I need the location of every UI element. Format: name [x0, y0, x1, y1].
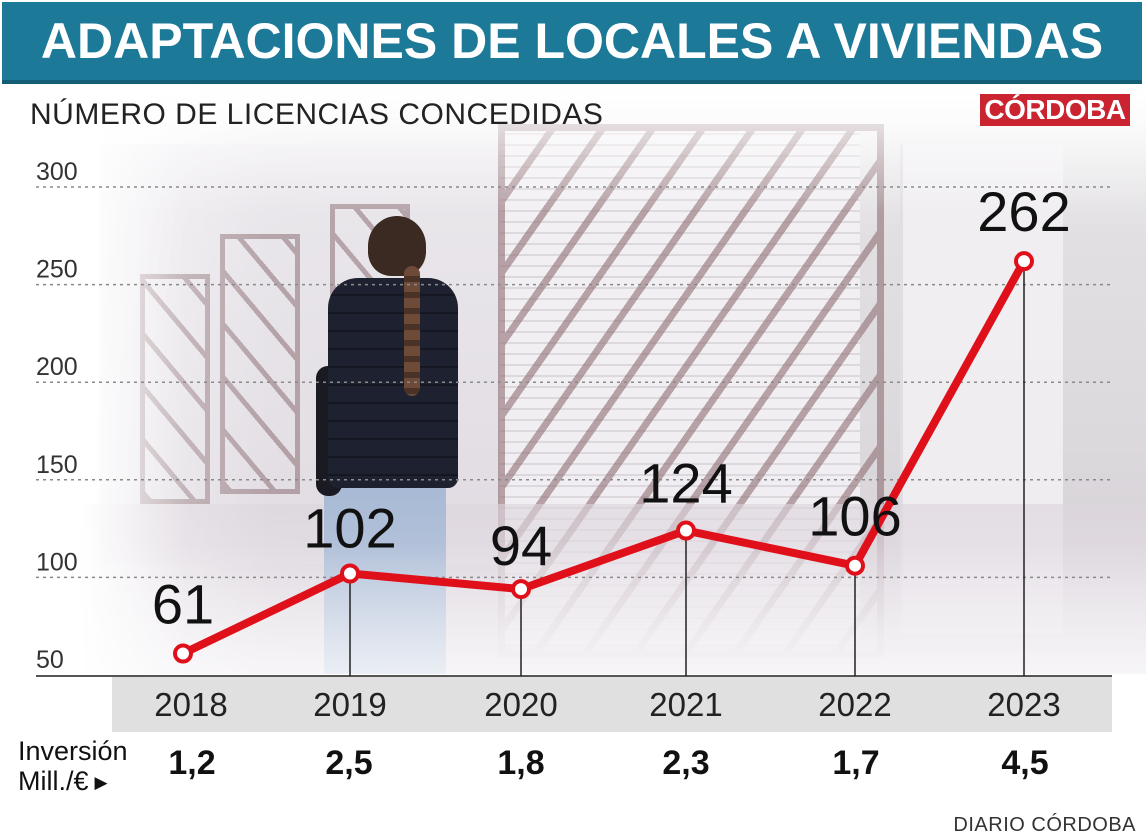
investment-label-line1: Inversión: [18, 736, 128, 766]
y-tick-label-200: 200: [36, 353, 78, 381]
investment-value-2023: 4,5: [1001, 744, 1049, 782]
drop-line-layer: [349, 261, 1025, 676]
investment-value-2020: 1,8: [497, 744, 545, 782]
data-label-2022: 106: [808, 485, 901, 548]
data-point-2023: [1014, 251, 1034, 272]
data-point-2022: [845, 555, 865, 576]
investment-label-line2: Mill./€ ▶: [18, 766, 128, 798]
data-point-2021: [676, 520, 696, 541]
series-line: [179, 257, 1028, 658]
chart-title: ADAPTACIONES DE LOCALES A VIVIENDAS: [40, 13, 1104, 69]
x-tick-label-2022: 2022: [818, 686, 891, 723]
x-tick-label-2019: 2019: [313, 686, 386, 723]
data-label-2021: 124: [639, 452, 732, 515]
source-credit: DIARIO CÓRDOBA: [953, 814, 1136, 836]
data-label-2020: 94: [490, 514, 552, 577]
data-label-2018: 61: [152, 573, 214, 636]
y-axis-title: NÚMERO DE LICENCIAS CONCEDIDAS: [30, 98, 604, 131]
x-tick-label-2023: 2023: [987, 686, 1060, 723]
data-point-2018: [173, 643, 193, 664]
data-point-2020: [511, 579, 531, 600]
investment-label: Inversión Mill./€ ▶: [18, 736, 128, 798]
y-tick-label-250: 250: [36, 256, 78, 284]
data-label-2019: 102: [303, 496, 396, 559]
brand-logo: CÓRDOBA: [980, 94, 1130, 126]
grid-layer: [36, 186, 1112, 677]
investment-unit: Mill./€: [18, 766, 89, 796]
marker-layer: [173, 251, 1034, 664]
investment-value-2021: 2,3: [662, 744, 710, 782]
y-tick-label-50: 50: [36, 646, 64, 674]
photo-fade: [80, 84, 1146, 674]
data-point-2019: [340, 563, 360, 584]
x-tick-label-2021: 2021: [649, 686, 722, 723]
series-line-layer: [179, 257, 1028, 658]
x-tick-layer: 2018 2019 2020 2021 2022 2023: [154, 686, 1060, 723]
title-bar: ADAPTACIONES DE LOCALES A VIVIENDAS: [2, 2, 1142, 84]
y-tick-label-300: 300: [36, 158, 78, 186]
y-tick-layer: 50 100 150 200 250 300: [36, 158, 78, 674]
data-label-layer: 61 102 94 124 106 262: [152, 180, 1071, 635]
x-tick-label-2018: 2018: [154, 686, 227, 723]
y-tick-label-150: 150: [36, 451, 78, 479]
arrow-right-icon: ▶: [94, 773, 108, 792]
investment-value-2019: 2,5: [325, 744, 373, 782]
year-band: [112, 676, 1112, 732]
x-tick-label-2020: 2020: [484, 686, 557, 723]
investment-value-2018: 1,2: [168, 744, 216, 782]
investment-value-2022: 1,7: [832, 744, 880, 782]
data-label-2023: 262: [977, 180, 1070, 243]
y-tick-label-100: 100: [36, 548, 78, 576]
